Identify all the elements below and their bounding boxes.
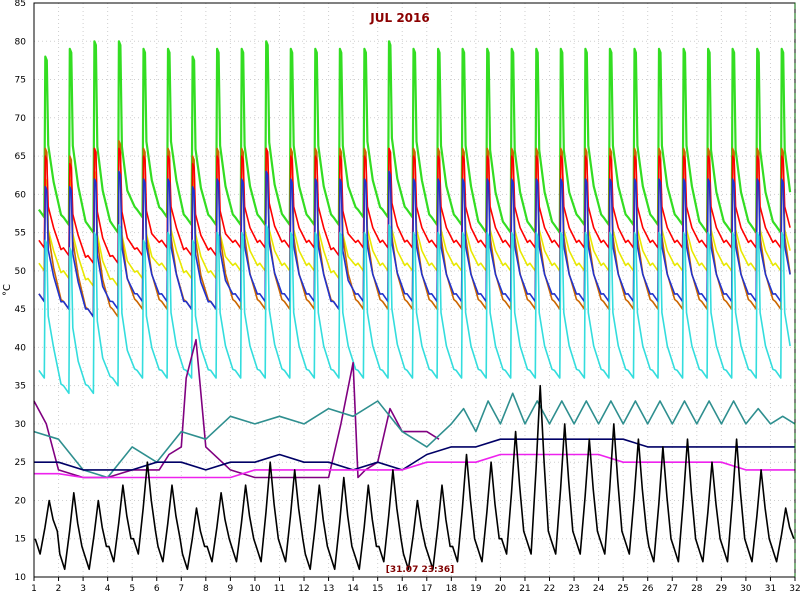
y-tick-label: 55 [15, 229, 26, 239]
series-line-9 [34, 438, 795, 471]
x-tick-label: 17 [421, 584, 432, 594]
x-tick-label: 31 [765, 584, 776, 594]
x-tick-label: 20 [495, 584, 507, 594]
series-line-11 [34, 384, 795, 571]
series-line-1 [37, 40, 792, 234]
x-tick-label: 19 [470, 584, 482, 594]
x-tick-label: 21 [519, 584, 530, 594]
x-tick-label: 23 [568, 584, 579, 594]
series-line-6 [38, 224, 791, 395]
y-tick-label: 80 [15, 37, 27, 47]
x-tick-label: 3 [80, 584, 86, 594]
cursor-timestamp-label: [31.07 23:36] [386, 565, 454, 575]
x-tick-label: 16 [396, 584, 408, 594]
series-line-8 [33, 392, 796, 479]
series-line-5 [38, 170, 791, 318]
y-tick-label: 70 [15, 114, 27, 124]
y-tick-label: 40 [15, 343, 27, 353]
y-tick-label: 65 [15, 152, 26, 162]
x-tick-label: 27 [667, 584, 678, 594]
y-tick-label: 85 [15, 0, 26, 9]
x-tick-label: 14 [347, 584, 359, 594]
y-tick-label: 60 [15, 190, 27, 200]
x-tick-label: 6 [154, 584, 160, 594]
y-tick-label: 50 [15, 267, 27, 277]
x-tick-label: 24 [593, 584, 605, 594]
x-tick-label: 22 [544, 584, 555, 594]
x-tick-label: 30 [740, 584, 752, 594]
series-line-3 [38, 140, 791, 318]
plot-border [33, 2, 796, 578]
x-tick-label: 4 [105, 584, 111, 594]
x-tick-label: 18 [446, 584, 458, 594]
x-tick-label: 28 [691, 584, 703, 594]
y-tick-label: 35 [15, 382, 26, 392]
series-line-10 [34, 453, 795, 479]
x-tick-label: 7 [178, 584, 184, 594]
x-tick-label: 15 [372, 584, 383, 594]
y-tick-label: 15 [15, 535, 26, 545]
x-tick-label: 25 [617, 584, 628, 594]
x-tick-label: 29 [716, 584, 728, 594]
chart-title: JUL 2016 [369, 11, 429, 25]
x-tick-label: 1 [31, 584, 37, 594]
y-tick-label: 10 [15, 573, 27, 583]
x-tick-label: 13 [323, 584, 334, 594]
x-tick-label: 10 [249, 584, 261, 594]
x-tick-label: 9 [228, 584, 234, 594]
y-tick-label: 25 [15, 458, 26, 468]
y-axis-label: °C [2, 284, 13, 296]
x-tick-label: 12 [298, 584, 309, 594]
y-tick-label: 75 [15, 76, 26, 86]
x-tick-label: 11 [274, 584, 285, 594]
x-tick-label: 2 [56, 584, 62, 594]
y-tick-label: 45 [15, 305, 26, 315]
x-tick-label: 32 [789, 584, 800, 594]
x-tick-label: 8 [203, 584, 209, 594]
y-tick-label: 30 [15, 420, 27, 430]
series-group [33, 40, 796, 571]
x-tick-label: 5 [129, 584, 135, 594]
series-line-4 [38, 147, 791, 264]
y-tick-label: 20 [15, 496, 27, 506]
x-tick-label: 26 [642, 584, 654, 594]
